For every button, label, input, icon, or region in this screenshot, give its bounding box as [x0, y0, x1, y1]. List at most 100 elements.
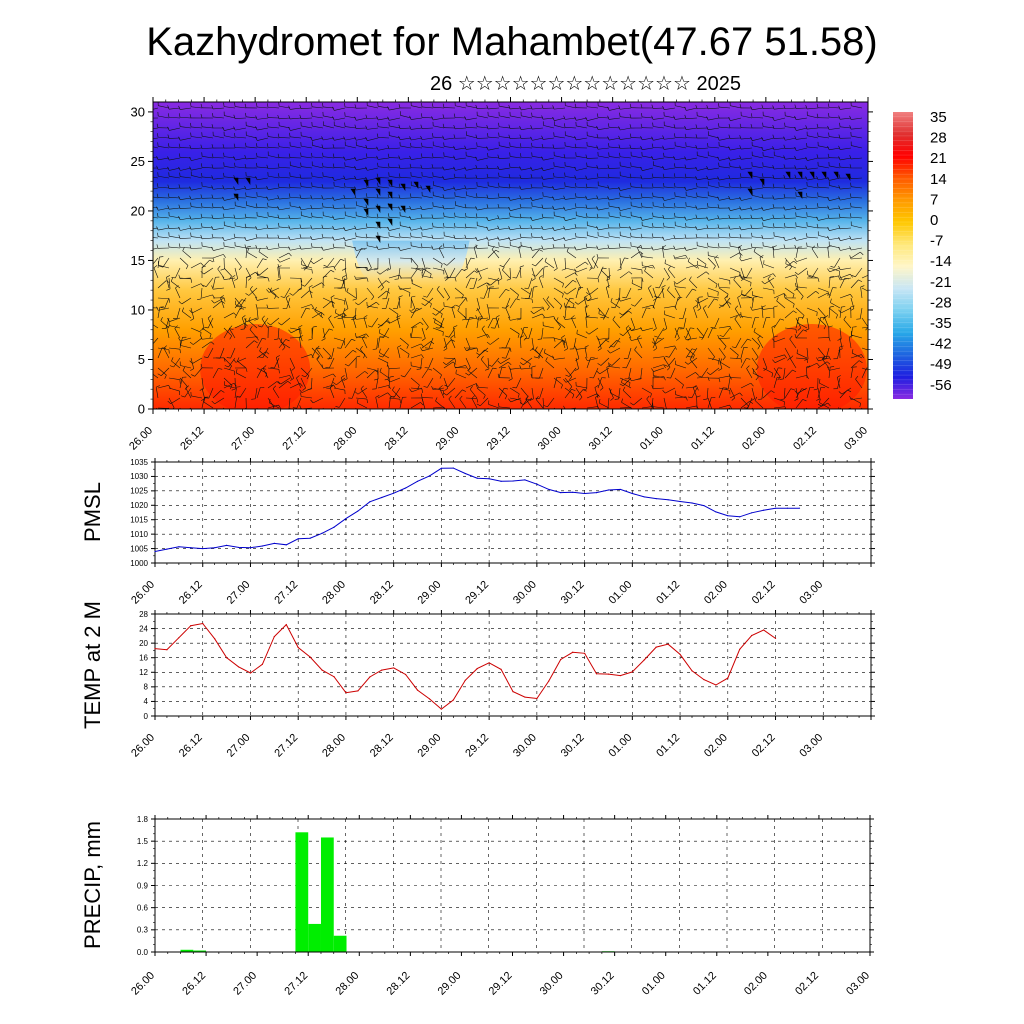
- wind-barb-flag: [190, 102, 192, 107]
- wind-barb-flag: [223, 254, 226, 258]
- wind-barb-flag: [727, 301, 732, 305]
- wind-barb: [421, 397, 434, 399]
- wind-barb: [861, 275, 868, 279]
- wind-barb: [752, 307, 764, 311]
- wind-barb: [433, 125, 445, 129]
- wind-barb-flag: [739, 183, 742, 188]
- wind-barb-flag: [719, 334, 724, 338]
- wind-barb: [587, 106, 599, 109]
- wind-barb-flag: [717, 410, 720, 413]
- wind-barb-flag: [610, 297, 613, 302]
- wind-barb-flag: [316, 355, 320, 360]
- wind-barb: [345, 115, 357, 119]
- wind-barb-flag: [794, 271, 799, 275]
- wind-barb: [498, 388, 505, 399]
- wind-barb: [235, 157, 247, 161]
- wind-barb-flag: [233, 156, 236, 161]
- wind-barb: [180, 365, 192, 369]
- wind-barb: [502, 269, 511, 279]
- wind-barb-flag: [308, 338, 313, 341]
- wind-barb-flag: [285, 295, 290, 298]
- wind-barb-flag: [801, 388, 806, 391]
- wind-barb-flag: [541, 167, 544, 171]
- warm-core: [756, 324, 867, 409]
- wind-barb: [730, 197, 742, 201]
- wind-barb: [543, 247, 555, 250]
- wind-barb-flag: [772, 195, 775, 200]
- wind-barb-flag: [685, 222, 687, 227]
- pmsl-data-point: [763, 509, 765, 511]
- wind-barb-flag: [717, 283, 720, 288]
- wind-barb: [587, 235, 599, 239]
- wind-barb-flag: [640, 145, 643, 150]
- wind-barb: [737, 297, 742, 309]
- wind-barb-flag: [289, 132, 291, 137]
- wind-barb-flag: [607, 123, 610, 128]
- wind-barb-flag: [470, 257, 475, 260]
- wind-barb: [352, 317, 357, 329]
- wind-barb: [565, 176, 577, 179]
- wind-barb: [356, 137, 368, 141]
- wind-barb: [840, 187, 852, 190]
- wind-barb-flag: [365, 233, 368, 238]
- wind-barb: [428, 337, 434, 349]
- wind-barb-flag: [289, 375, 292, 380]
- wind-barb-flag: [827, 103, 830, 108]
- wind-barb: [796, 187, 808, 191]
- wind-barb-flag: [431, 385, 434, 390]
- wind-barb: [784, 260, 794, 269]
- wind-barb: [389, 135, 401, 139]
- wind-barb: [565, 317, 577, 320]
- wind-barb-flag: [475, 244, 478, 249]
- wind-barb: [730, 236, 742, 239]
- wind-barb: [861, 317, 868, 328]
- wind-barb-flag: [211, 175, 214, 180]
- wind-barb: [642, 116, 654, 119]
- wind-barb-flag: [729, 183, 731, 188]
- wind-barb: [312, 176, 324, 179]
- wind-barb-flag: [453, 363, 456, 368]
- wind-barb-flag: [189, 225, 192, 230]
- wind-barb: [490, 277, 500, 286]
- wind-barb: [587, 216, 599, 219]
- wind-barb-flag: [695, 372, 699, 376]
- temp-data-point: [309, 656, 311, 658]
- wind-barb-flag: [827, 214, 830, 219]
- wind-barb-flag: [520, 153, 522, 158]
- wind-barb-flag: [608, 363, 613, 366]
- wind-barb-flag: [221, 300, 225, 304]
- wind-barb: [499, 105, 511, 109]
- wind-barb-flag: [595, 395, 600, 398]
- wind-barb-flag: [189, 309, 193, 314]
- wind-barb: [301, 387, 313, 393]
- wind-barb: [169, 246, 181, 249]
- wind-barb: [212, 157, 225, 159]
- wind-barb: [839, 307, 842, 319]
- wind-barb-flag: [838, 174, 841, 179]
- wind-barb: [798, 267, 808, 275]
- wind-barb: [201, 387, 205, 399]
- wind-barb: [345, 237, 357, 241]
- wind-barb: [421, 267, 427, 279]
- wind-barb: [411, 307, 423, 314]
- wind-barb-flag: [739, 226, 742, 231]
- wind-barb-flag: [190, 318, 194, 321]
- wind-barb: [158, 136, 170, 139]
- wind-barb-flag: [497, 154, 500, 159]
- wind-barb: [411, 146, 423, 149]
- wind-barb-flag: [608, 142, 610, 148]
- wind-barb-flag: [542, 306, 545, 311]
- wind-barb-flag: [431, 234, 434, 239]
- wind-barb: [687, 261, 698, 269]
- wind-barb-flag: [789, 266, 793, 270]
- wind-barb-flag: [575, 183, 577, 188]
- wind-barb-flag: [145, 247, 147, 251]
- wind-barb: [708, 177, 720, 180]
- wind-barb-flag: [352, 298, 357, 301]
- wind-barb: [774, 167, 786, 170]
- temp-y-axis-label: TEMP at 2 M: [80, 601, 105, 729]
- wind-barb: [664, 125, 676, 129]
- wind-barb-flag: [464, 123, 467, 128]
- wind-barb-flag: [761, 173, 764, 178]
- wind-barb: [719, 197, 731, 201]
